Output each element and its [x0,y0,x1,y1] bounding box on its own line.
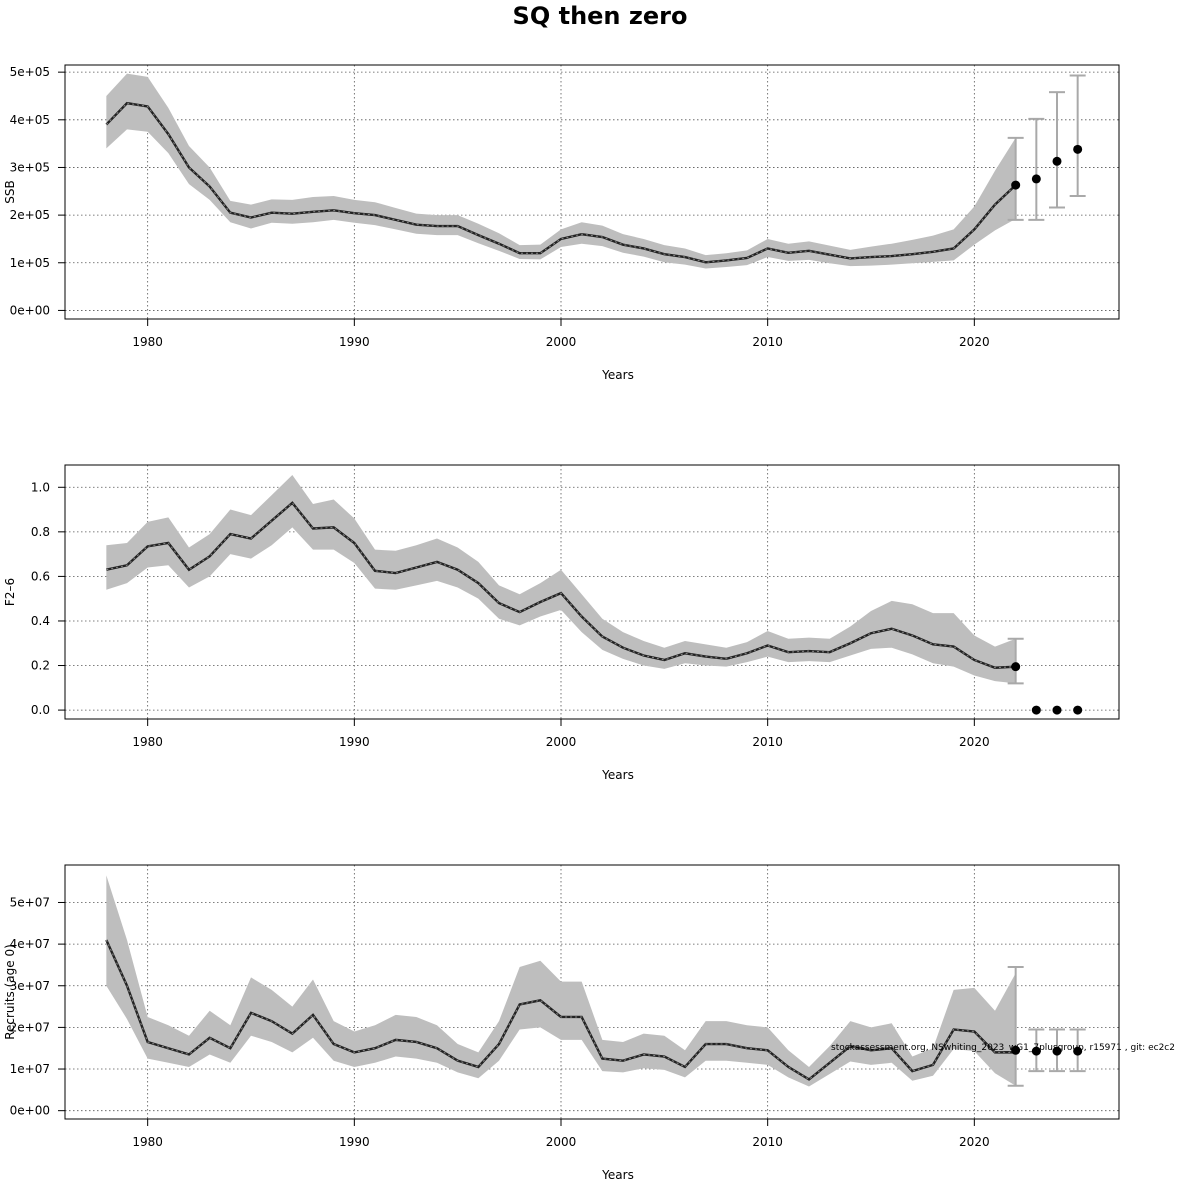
f-xtick-label: 2020 [959,735,990,749]
ssb-ytick-label: 0e+00 [10,303,50,317]
f-ytick-label: 0.2 [31,659,50,673]
ssb-xtick-label: 2010 [752,335,783,349]
recruits-projection-point [1011,1045,1021,1055]
recruits-projection-point [1052,1046,1062,1056]
ssb-projection-point [1011,180,1021,190]
ssb-panel: 1980 1990 2000 2010 2020 0e+00 1e+05 2e+05 3e+05… [3,64,1120,382]
recruits-ytick-label: 5e+07 [10,895,50,909]
ssb-y-axis-label: SSB [3,180,17,203]
recruits-xtick-label: 2010 [752,1135,783,1149]
f-xtick-label: 2000 [546,735,577,749]
ssb-estimate-dotted-line [105,102,1017,263]
ssb-estimate-line [105,101,1017,264]
panels-container: 1980 1990 2000 2010 2020 0e+00 1e+05 2e+05 3e+05… [3,64,1120,1182]
ssb-ytick-label: 4e+05 [10,113,50,127]
recruits-xtick-label: 2020 [959,1135,990,1149]
ssb-xtick-label: 2000 [546,335,577,349]
ssb-ytick-label: 2e+05 [10,208,50,222]
f-projection-point [1073,705,1083,715]
recruits-projection-point [1031,1046,1041,1056]
recruits-xtick-label: 2000 [546,1135,577,1149]
ssb-plot-frame [64,64,1120,320]
f-estimate-dotted-line [106,502,1016,669]
chart-title: SQ then zero [513,2,688,30]
recruits-ytick-label: 1e+07 [10,1062,50,1076]
recruits-ytick-label: 0e+00 [10,1104,50,1118]
ssb-x-axis-label: Years [601,368,634,382]
f-ytick-label: 1.0 [31,480,50,494]
ssb-xtick-label: 1990 [339,335,370,349]
f-plot-frame [64,464,1120,720]
recruits-y-axis-label: Recruits (age 0) [3,944,17,1040]
recruits-ytick-label: 3e+07 [10,979,50,993]
recruits-plot-frame [64,864,1120,1120]
recruits-estimate-dotted-line [105,939,1016,1081]
recruits-ytick-label: 4e+07 [10,937,50,951]
ssb-ytick-label: 1e+05 [10,256,50,270]
ssb-projection-point [1031,174,1041,184]
f-xtick-label: 1990 [339,735,370,749]
f-projection-point [1011,662,1021,672]
recruits-panel: 1980 1990 2000 2010 2020 0e+00 1e+07 2e+07 3e+07… [3,864,1120,1182]
ssb-ytick-label: 5e+05 [10,65,50,79]
f-projection-point [1031,705,1041,715]
f-ytick-label: 0.6 [31,569,50,583]
footnote: stockassessment.org, NSwhiting_2023_wG1_… [831,1043,1175,1053]
f-ytick-label: 0.8 [31,525,50,539]
ssb-ytick-label: 3e+05 [10,160,50,174]
ssb-projection-point [1073,144,1083,154]
recruits-ytick-label: 2e+07 [10,1020,50,1034]
ssb-xtick-label: 2020 [959,335,990,349]
ssb-xtick-label: 1980 [132,335,163,349]
f-ytick-label: 0.0 [31,703,50,717]
ssb-confidence-band [106,73,1016,269]
recruits-x-axis-label: Years [601,1168,634,1182]
f-xtick-label: 2010 [752,735,783,749]
recruits-confidence-band [106,875,1016,1087]
recruits-xtick-label: 1990 [339,1135,370,1149]
f-y-axis-label: F2–6 [3,578,17,606]
recruits-xtick-label: 1980 [132,1135,163,1149]
f-ytick-label: 0.4 [31,614,50,628]
f-xtick-label: 1980 [132,735,163,749]
recruits-projection-point [1073,1046,1083,1056]
ssb-projection-point [1052,156,1062,166]
f-projection-point [1052,705,1062,715]
f-x-axis-label: Years [601,768,634,782]
f-panel: 1980 1990 2000 2010 2020 0.0 0.2 0.4 0.6 0.8 1.0 Ye… [3,464,1120,782]
